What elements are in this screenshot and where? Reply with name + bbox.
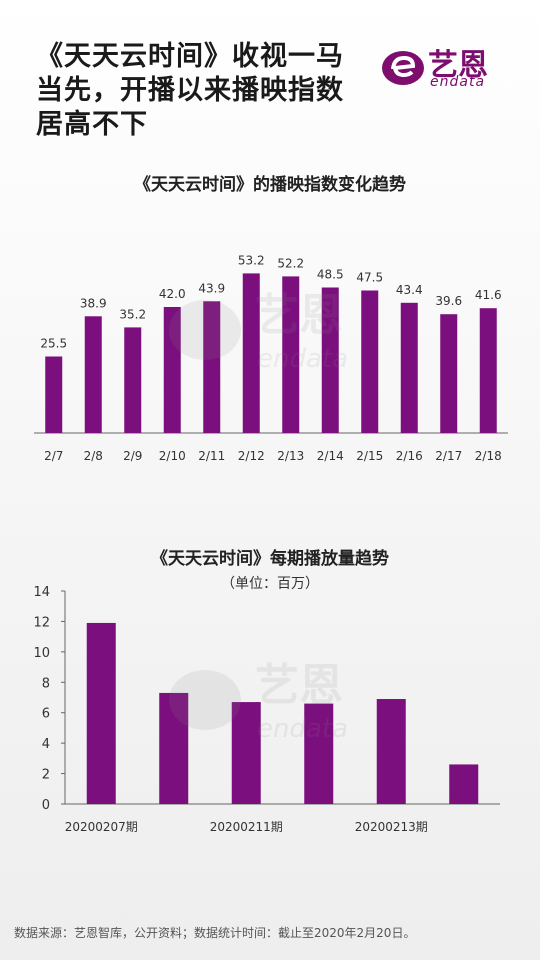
chart1-x-tick-label: 2/7 [44,449,63,463]
chart1-x-tick-label: 2/8 [84,449,103,463]
chart1-data-label: 35.2 [119,307,146,321]
chart1-title: 《天天云时间》的播映指数变化趋势 [134,175,406,195]
chart1-x-tick-label: 2/18 [475,449,502,463]
chart1-x-tick-label: 2/15 [356,449,383,463]
chart2-play-volume: 0 2 4 6 8 10 12 14 20200207期 20200211期 20200213期 [33,585,500,834]
chart1-bar [361,290,379,433]
logo-text-cn: 艺恩 [428,48,488,83]
endata-logo: 艺恩 endata [380,44,510,90]
chart2-y-tick-label: 2 [42,768,50,783]
chart1-data-label: 42.0 [159,287,186,301]
endata-logo-icon [382,51,424,85]
chart2-y-tick-label: 8 [42,676,50,691]
chart1-data-label: 43.9 [198,281,225,295]
chart1-data-label: 43.4 [396,283,423,297]
chart1-data-label: 53.2 [238,253,265,267]
chart2-bar [231,702,261,804]
chart1-data-label: 39.6 [435,294,462,308]
chart1-bar [282,276,300,433]
chart1-bar [84,316,102,433]
chart2-y-tick-label: 4 [42,737,50,752]
chart1-x-tick-label: 2/17 [435,449,462,463]
chart1-data-label: 47.5 [356,271,383,285]
chart1-bar [242,273,260,433]
chart1-bar [400,302,418,433]
chart1-data-label: 48.5 [317,268,344,282]
chart2-y-tick-label: 6 [42,707,50,722]
chart2-y-tick-label: 10 [33,646,50,661]
chart1-bar [45,356,63,433]
chart1-x-tick-label: 2/16 [396,449,423,463]
chart1-bar [479,308,497,433]
chart1-data-label: 25.5 [40,337,67,351]
chart2-title: 《天天云时间》每期播放量趋势 [151,549,389,569]
chart2-x-tick-label: 20200211期 [210,820,283,834]
chart2-bar [449,764,479,804]
chart1-bar [440,314,458,433]
chart2-bar [376,699,406,804]
data-source-note: 数据来源：艺恩智库，公开资料；数据统计时间：截止至2020年2月20日。 [14,926,416,940]
chart1-x-tick-label: 2/9 [123,449,142,463]
logo-text-en: endata [430,74,486,90]
chart2-bar [86,622,116,804]
page-title: 《天天云时间》收视一马 当先，开播以来播映指数 居高不下 [36,41,344,140]
chart1-broadcast-index: 25.5 2/7 38.9 2/8 35.2 2/9 42.0 2/10 43.9 2/11 53.… [34,253,508,463]
chart2-y-tick-label: 14 [33,585,50,600]
chart1-bar [124,327,142,433]
chart1-x-tick-label: 2/11 [198,449,225,463]
chart1-bar [203,301,221,433]
chart2-bar [304,703,334,804]
chart1-x-tick-label: 2/10 [159,449,186,463]
chart1-data-label: 52.2 [277,256,304,270]
chart2-x-tick-label: 20200213期 [355,820,428,834]
chart1-bar [321,287,339,433]
chart2-subtitle: （单位：百万） [221,576,319,592]
chart2-bar [159,692,189,804]
chart2-y-tick-label: 0 [42,798,50,813]
chart2-y-tick-label: 12 [33,615,50,630]
chart1-x-tick-label: 2/13 [277,449,304,463]
chart1-data-label: 38.9 [80,296,107,310]
chart1-bar [163,307,181,433]
chart1-x-tick-label: 2/14 [317,449,344,463]
chart1-data-label: 41.6 [475,288,502,302]
chart1-x-tick-label: 2/12 [238,449,265,463]
chart2-x-tick-label: 20200207期 [65,820,138,834]
